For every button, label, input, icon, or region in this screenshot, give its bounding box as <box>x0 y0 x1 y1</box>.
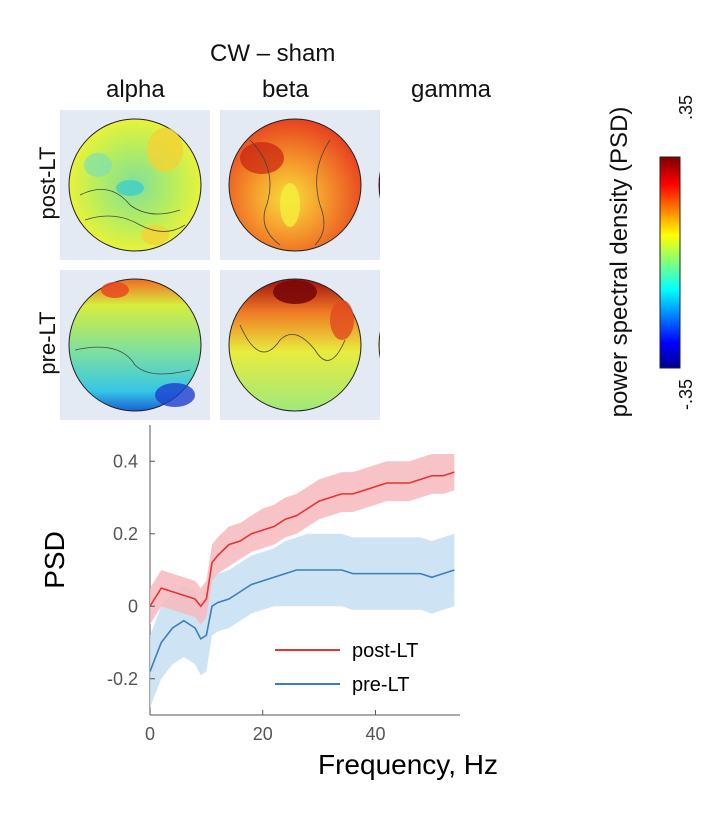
band-pre-LT <box>150 533 455 708</box>
chart-ticks: 0 20 40 0.4 0.2 0 -0.2 <box>107 451 386 744</box>
x-tick-label: 40 <box>365 724 385 744</box>
topomap-pre-gamma <box>370 270 380 420</box>
colorbar-min-label: -.35 <box>676 378 696 410</box>
y-tick-label: 0.4 <box>113 451 138 471</box>
legend-label: pre-LT <box>352 674 409 696</box>
row-label-post-lt: post-LT <box>35 146 60 220</box>
y-axis-label: PSD <box>39 531 70 589</box>
chart-legend: post-LT pre-LT <box>275 640 418 696</box>
topomap-post-alpha <box>60 110 210 260</box>
topomap-grid <box>60 110 380 420</box>
row-label-pre-lt: pre-LT <box>35 311 60 375</box>
line-pre-LT <box>149 569 455 672</box>
colorbar-label: power spectral density (PSD) <box>606 106 633 418</box>
topomap-pre-alpha <box>60 270 210 420</box>
band-label-beta: beta <box>262 76 309 103</box>
y-tick-label: 0 <box>128 596 138 616</box>
chart-lines <box>149 471 455 672</box>
colorbar-max-label: .35 <box>676 94 696 120</box>
band-label-gamma: gamma <box>411 76 492 103</box>
y-tick-label: -0.2 <box>107 669 138 689</box>
legend-label: post-LT <box>352 640 418 662</box>
psd-line-chart: 0 20 40 0.4 0.2 0 -0.2 post-LT pre-LT Frequency… <box>39 425 498 780</box>
x-tick-label: 20 <box>253 724 273 744</box>
band-label-alpha: alpha <box>106 76 165 103</box>
x-axis-label: Frequency, Hz <box>318 749 498 780</box>
band-post-LT <box>150 454 455 625</box>
colorbar <box>659 156 681 369</box>
topomap-post-gamma <box>370 110 380 260</box>
y-tick-label: 0.2 <box>113 524 138 544</box>
topomap-post-beta <box>220 110 370 260</box>
chart-confidence-bands <box>150 454 455 708</box>
line-post-LT <box>149 471 455 608</box>
x-tick-label: 0 <box>145 724 155 744</box>
topomap-pre-beta <box>220 270 370 420</box>
figure-title: CW – sham <box>210 40 336 67</box>
